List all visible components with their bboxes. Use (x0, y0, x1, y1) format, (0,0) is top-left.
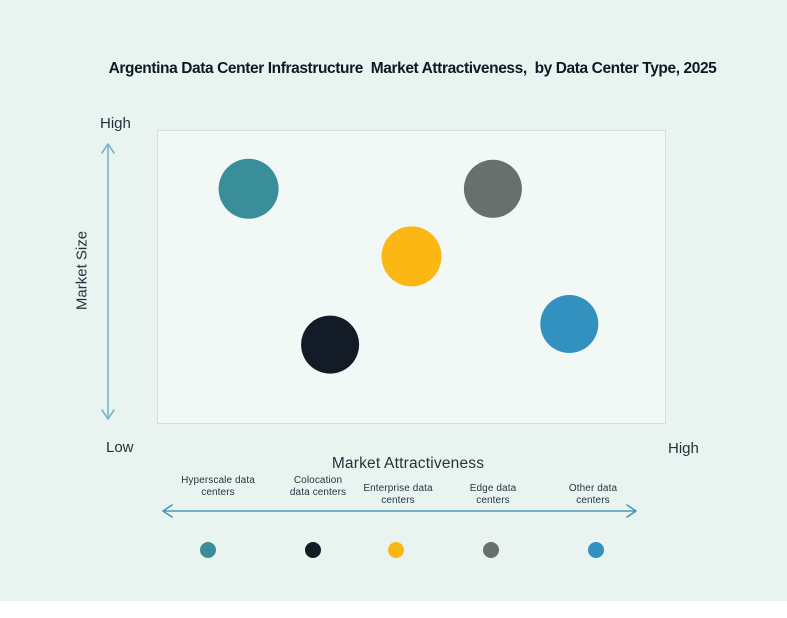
legend-dot-other-data-centers (588, 542, 604, 558)
y-axis-low-label: Low (106, 439, 134, 456)
x-axis-high-label: High (668, 440, 699, 457)
legend-label-edge-data-centers: Edge data centers (469, 483, 517, 506)
chart-title: Argentina Data Center Infrastructure Mar… (108, 60, 717, 77)
legend-label-enterprise-data-centers: Enterprise data centers (363, 483, 433, 506)
x-axis-arrow (162, 504, 637, 518)
plot-area (157, 130, 666, 424)
legend-dot-hyperscale-data-centers (200, 542, 216, 558)
legend-dot-edge-data-centers (483, 542, 499, 558)
x-axis-title: Market Attractiveness (331, 455, 485, 472)
y-axis-high-label: High (100, 115, 131, 132)
legend-label-hyperscale-data-centers: Hyperscale data centers (181, 475, 255, 498)
y-axis-arrow (101, 143, 115, 420)
legend-label-other-data-centers: Other data centers (568, 483, 618, 506)
legend-dot-enterprise-data-centers (388, 542, 404, 558)
legend-label-colocation-data-centers: Colocation data centers (289, 475, 347, 498)
legend-dot-colocation-data-centers (305, 542, 321, 558)
footer-strip (0, 601, 787, 618)
y-axis-title: Market Size (73, 230, 91, 311)
